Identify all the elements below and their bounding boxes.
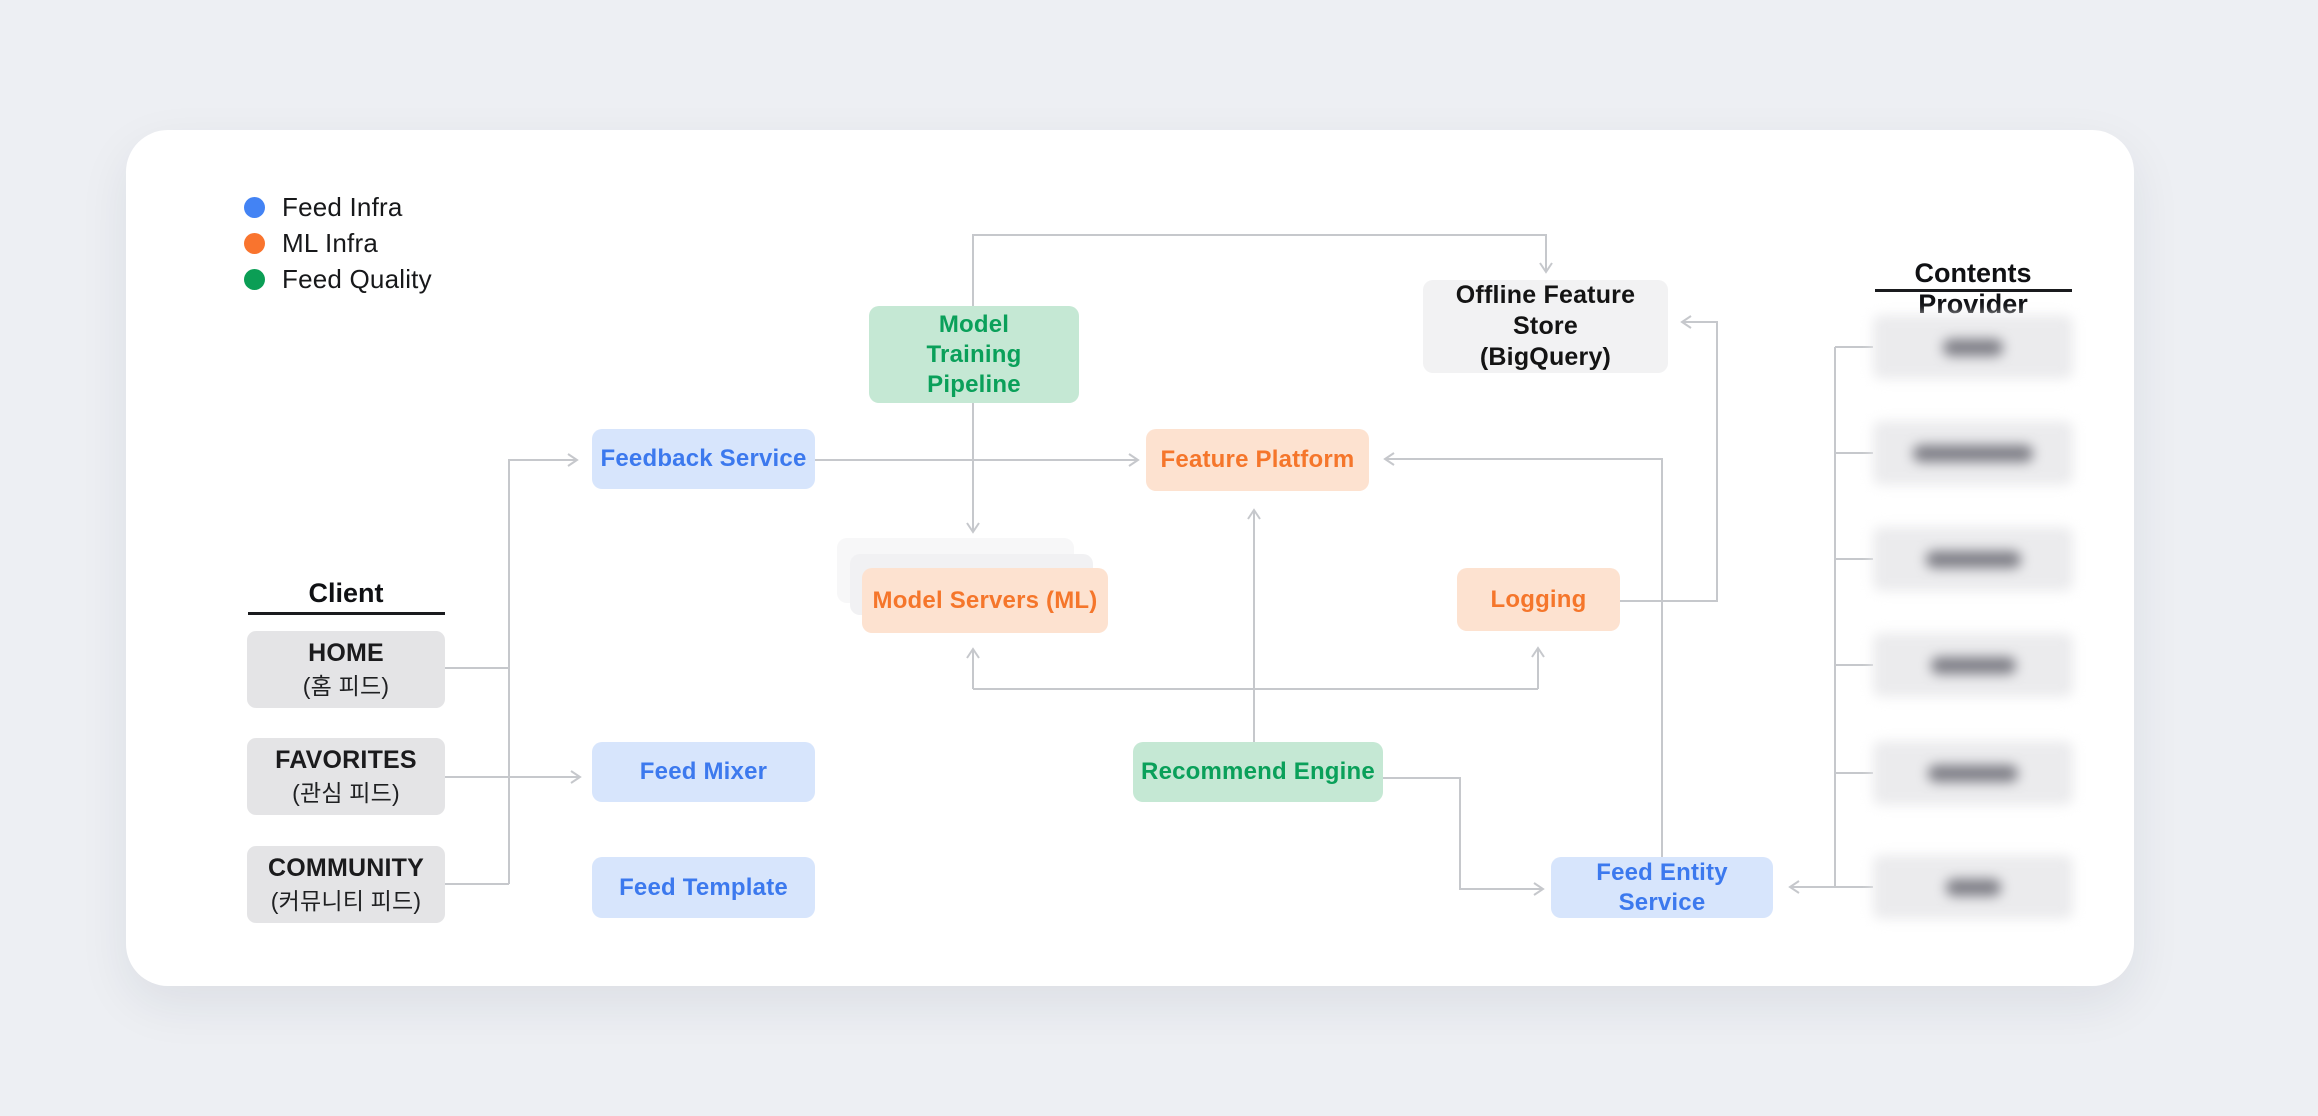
node-feed-template: Feed Template bbox=[592, 857, 815, 918]
client-box-title: FAVORITES bbox=[275, 746, 417, 774]
client-box-subtitle: (관심 피드) bbox=[292, 780, 400, 807]
node-client-community: COMMUNITY (커뮤니티 피드) bbox=[247, 846, 445, 923]
blurred-text bbox=[1945, 878, 2001, 896]
node-client-favorites: FAVORITES (관심 피드) bbox=[247, 738, 445, 815]
contents-provider-section-title: Contents Provider bbox=[1914, 258, 2032, 319]
client-section-underline bbox=[248, 612, 445, 615]
legend-item-ml-infra: ML Infra bbox=[244, 225, 432, 261]
node-model-servers: Model Servers (ML) bbox=[862, 568, 1108, 633]
provider-item-blurred bbox=[1873, 421, 2073, 485]
offline-feature-store-sublabel: (BigQuery) bbox=[1479, 343, 1612, 372]
provider-item-blurred bbox=[1873, 741, 2073, 805]
contents-provider-section-underline bbox=[1875, 289, 2072, 292]
node-feature-platform: Feature Platform bbox=[1146, 429, 1369, 491]
node-recommend-engine: Recommend Engine bbox=[1133, 742, 1383, 802]
feed-infra-dot-icon bbox=[244, 196, 265, 218]
provider-item-blurred bbox=[1873, 527, 2073, 591]
node-client-home: HOME (홈 피드) bbox=[247, 631, 445, 708]
offline-feature-store-label: Offline Feature Store bbox=[1455, 280, 1636, 340]
blurred-text bbox=[1925, 550, 2021, 568]
node-feed-entity-service: Feed Entity Service bbox=[1551, 857, 1773, 918]
blurred-text bbox=[1928, 764, 2018, 782]
provider-item-blurred bbox=[1873, 855, 2073, 919]
legend-item-feed-quality: Feed Quality bbox=[244, 261, 432, 297]
legend-label: Feed Quality bbox=[282, 263, 432, 294]
node-feedback-service: Feedback Service bbox=[592, 429, 815, 489]
blurred-text bbox=[1943, 338, 2003, 356]
node-feed-mixer: Feed Mixer bbox=[592, 742, 815, 802]
feed-quality-dot-icon bbox=[244, 268, 265, 290]
client-box-title: HOME bbox=[308, 639, 384, 667]
client-box-subtitle: (홈 피드) bbox=[302, 673, 390, 700]
legend-label: ML Infra bbox=[282, 227, 379, 258]
provider-item-blurred bbox=[1873, 633, 2073, 697]
blurred-text bbox=[1930, 656, 2016, 674]
client-section-title: Client bbox=[308, 578, 384, 608]
client-box-title: COMMUNITY bbox=[268, 854, 424, 882]
ml-infra-dot-icon bbox=[244, 232, 265, 254]
legend-item-feed-infra: Feed Infra bbox=[244, 189, 432, 225]
legend-label: Feed Infra bbox=[282, 191, 403, 222]
node-model-training-pipeline: Model Training Pipeline bbox=[869, 306, 1079, 403]
blurred-text bbox=[1913, 444, 2033, 462]
client-box-subtitle: (커뮤니티 피드) bbox=[270, 888, 422, 915]
node-logging: Logging bbox=[1457, 568, 1620, 631]
node-offline-feature-store: Offline Feature Store (BigQuery) bbox=[1423, 280, 1668, 373]
provider-item-blurred bbox=[1873, 315, 2073, 379]
legend: Feed Infra ML Infra Feed Quality bbox=[244, 189, 432, 297]
